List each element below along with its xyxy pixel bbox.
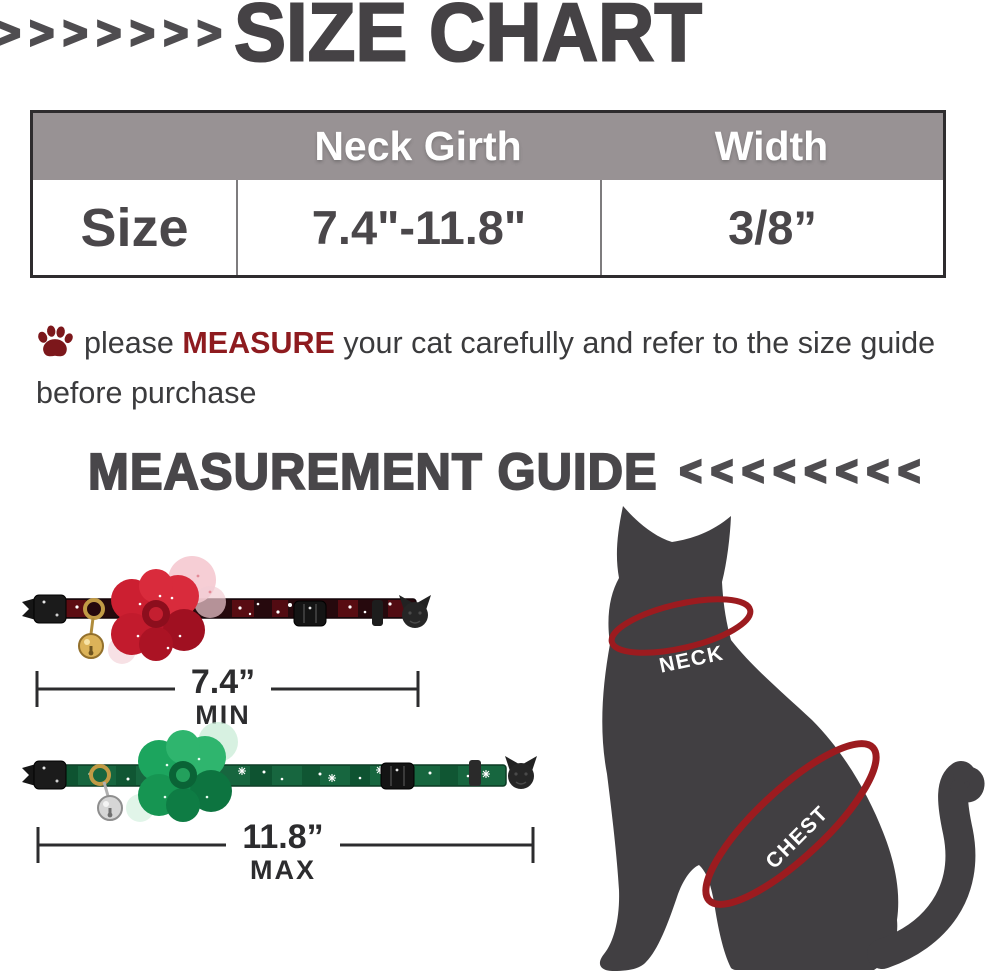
min-value: 7.4”	[191, 663, 255, 701]
header-cell-blank	[33, 113, 236, 180]
green-flower-icon	[126, 722, 238, 822]
min-measurement-line: 7.4” MIN	[35, 660, 420, 730]
strap-slider-icon	[372, 600, 383, 626]
strap-slider-icon	[469, 760, 481, 786]
note-text-before: please	[84, 326, 183, 360]
max-measurement-line: 11.8” MAX	[36, 816, 535, 885]
red-collar-image: 7.4” MIN	[22, 556, 431, 730]
chevrons-left-icon: <<<<<<<<	[678, 448, 930, 495]
note-highlight: MEASURE	[182, 326, 335, 360]
size-table-data-row: Size 7.4"-11.8" 3/8”	[33, 180, 943, 275]
cat-head-charm-icon	[505, 756, 537, 789]
green-collar-image: 11.8” MAX	[22, 722, 537, 885]
adjuster-buckle-icon	[380, 762, 415, 790]
cat-head-charm-icon	[399, 595, 431, 628]
adjuster-buckle-icon	[293, 600, 327, 627]
cell-width-value: 3/8”	[600, 180, 943, 275]
chevrons-right-icon: >>>>>>>	[0, 7, 231, 59]
header-cell-width: Width	[714, 123, 829, 169]
max-value: 11.8”	[242, 818, 323, 856]
header-cell-neck-girth: Neck Girth	[314, 123, 522, 169]
measurement-guide-header: MEASUREMENT GUIDE <<<<<<<<	[87, 443, 930, 502]
buckle-icon	[22, 760, 67, 790]
measure-note: please MEASURE your cat carefully and re…	[36, 318, 986, 418]
bell-icon	[78, 598, 105, 659]
page-title: SIZE CHART	[233, 0, 703, 79]
measurement-guide-title: MEASUREMENT GUIDE	[87, 443, 658, 502]
neck-ring	[608, 596, 754, 656]
paw-icon	[38, 325, 73, 357]
chest-ring	[702, 740, 880, 908]
red-flower-icon	[108, 556, 226, 664]
buckle-icon	[22, 594, 67, 624]
max-label: MAX	[250, 855, 316, 885]
size-table-header-row: Neck Girth Width	[33, 113, 943, 180]
cell-size-label: Size	[80, 197, 189, 258]
bell-icon	[89, 764, 123, 821]
cell-neck-girth-value: 7.4"-11.8"	[236, 180, 600, 275]
cat-silhouette	[599, 506, 985, 971]
size-table: Neck Girth Width Size 7.4"-11.8" 3/8”	[30, 110, 946, 278]
note-text-after: your cat carefully and refer to the size…	[36, 326, 936, 410]
cat-measurement-diagram: NECK CHEST	[599, 506, 985, 971]
